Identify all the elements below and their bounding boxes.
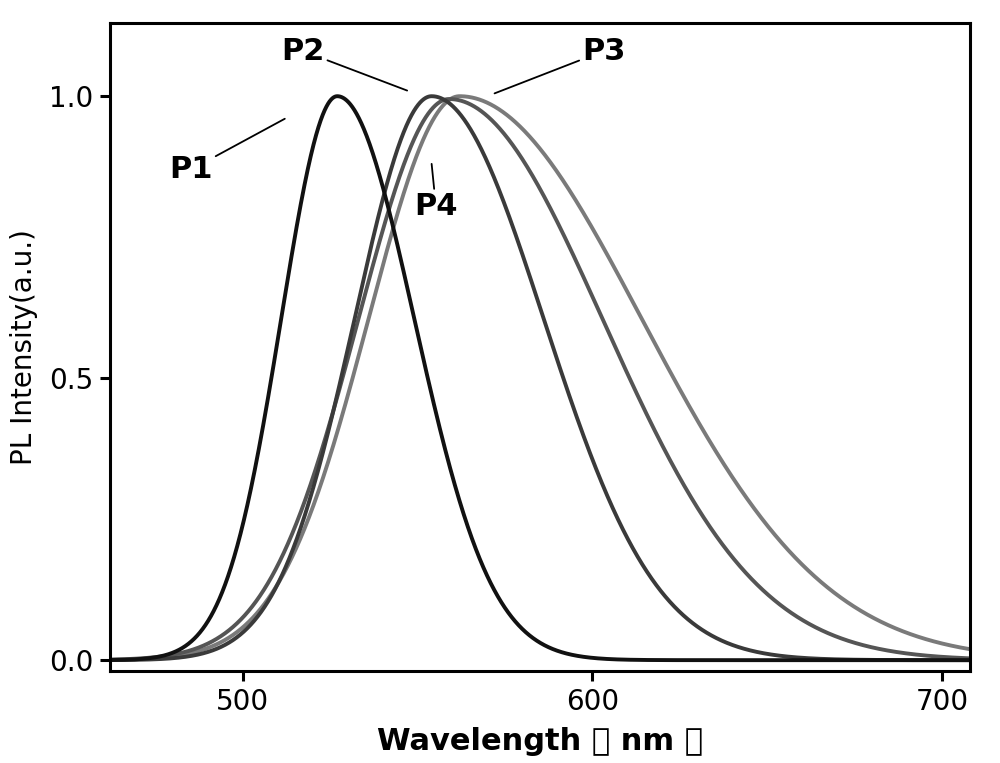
Text: P1: P1: [169, 119, 285, 184]
X-axis label: Wavelength （ nm ）: Wavelength （ nm ）: [377, 727, 703, 756]
Text: P3: P3: [495, 37, 625, 93]
Y-axis label: PL Intensity(a.u.): PL Intensity(a.u.): [10, 229, 38, 465]
Text: P4: P4: [414, 164, 458, 221]
Text: P2: P2: [281, 37, 407, 91]
